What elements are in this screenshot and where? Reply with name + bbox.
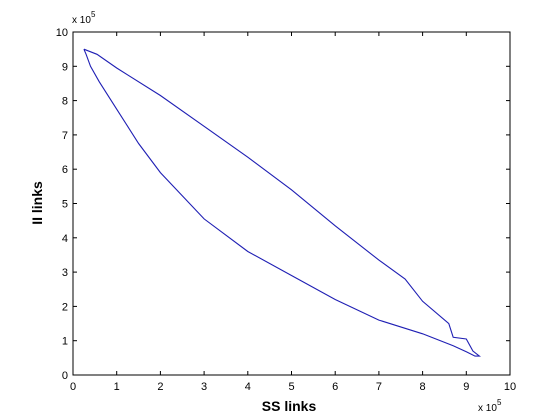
y-tick-label: 5 xyxy=(62,199,68,211)
x-tick-label: 9 xyxy=(463,381,469,393)
axis-ticks xyxy=(72,31,511,376)
plot-area xyxy=(72,31,511,376)
y-axis-tick-labels: 0 1 2 3 4 5 6 7 8 9 10 xyxy=(56,27,68,382)
x-tick-label: 7 xyxy=(376,381,382,393)
y-tick-label: 1 xyxy=(62,336,68,348)
x-axis-tick-labels: 0 1 2 3 4 5 6 7 8 9 10 xyxy=(70,381,516,393)
y-tick-label: 4 xyxy=(62,233,68,245)
x-tick-label: 10 xyxy=(504,381,516,393)
x-tick-label: 5 xyxy=(288,381,294,393)
x-tick-label: 3 xyxy=(201,381,207,393)
x-tick-label: 8 xyxy=(420,381,426,393)
y-multiplier-label: x 10 xyxy=(72,15,91,26)
y-tick-label: 0 xyxy=(62,370,68,382)
x-axis-title: SS links xyxy=(262,398,317,414)
y-tick-label: 6 xyxy=(62,164,68,176)
y-tick-label: 7 xyxy=(62,130,68,142)
x-tick-label: 2 xyxy=(157,381,163,393)
y-tick-label: 9 xyxy=(62,61,68,73)
x-tick-label: 0 xyxy=(70,381,76,393)
x-multiplier-label: x 10 xyxy=(478,403,497,414)
y-tick-label: 10 xyxy=(56,27,68,39)
y-tick-label: 8 xyxy=(62,96,68,108)
y-tick-label: 2 xyxy=(62,301,68,313)
y-multiplier-exponent: 5 xyxy=(91,10,96,19)
x-tick-label: 4 xyxy=(245,381,251,393)
x-tick-label: 1 xyxy=(114,381,120,393)
y-axis-title: II links xyxy=(29,181,45,225)
x-tick-label: 6 xyxy=(332,381,338,393)
y-tick-label: 3 xyxy=(62,267,68,279)
series-line xyxy=(83,48,481,357)
x-multiplier-exponent: 5 xyxy=(497,398,502,407)
